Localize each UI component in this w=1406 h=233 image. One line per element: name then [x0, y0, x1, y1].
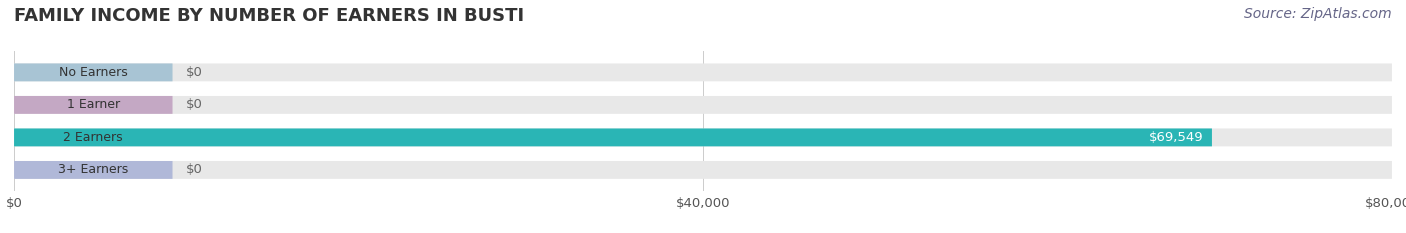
FancyBboxPatch shape [14, 96, 173, 114]
Text: No Earners: No Earners [59, 66, 128, 79]
Text: FAMILY INCOME BY NUMBER OF EARNERS IN BUSTI: FAMILY INCOME BY NUMBER OF EARNERS IN BU… [14, 7, 524, 25]
FancyBboxPatch shape [14, 63, 1392, 81]
Text: $0: $0 [186, 163, 204, 176]
Text: $0: $0 [186, 66, 204, 79]
Text: $0: $0 [186, 98, 204, 111]
Text: 3+ Earners: 3+ Earners [58, 163, 128, 176]
Text: $69,549: $69,549 [1149, 131, 1204, 144]
FancyBboxPatch shape [14, 128, 1212, 146]
Text: 2 Earners: 2 Earners [63, 131, 124, 144]
Text: 1 Earner: 1 Earner [66, 98, 120, 111]
FancyBboxPatch shape [14, 63, 173, 81]
FancyBboxPatch shape [14, 161, 173, 179]
FancyBboxPatch shape [14, 161, 1392, 179]
FancyBboxPatch shape [14, 96, 1392, 114]
FancyBboxPatch shape [14, 128, 1392, 146]
Text: Source: ZipAtlas.com: Source: ZipAtlas.com [1244, 7, 1392, 21]
